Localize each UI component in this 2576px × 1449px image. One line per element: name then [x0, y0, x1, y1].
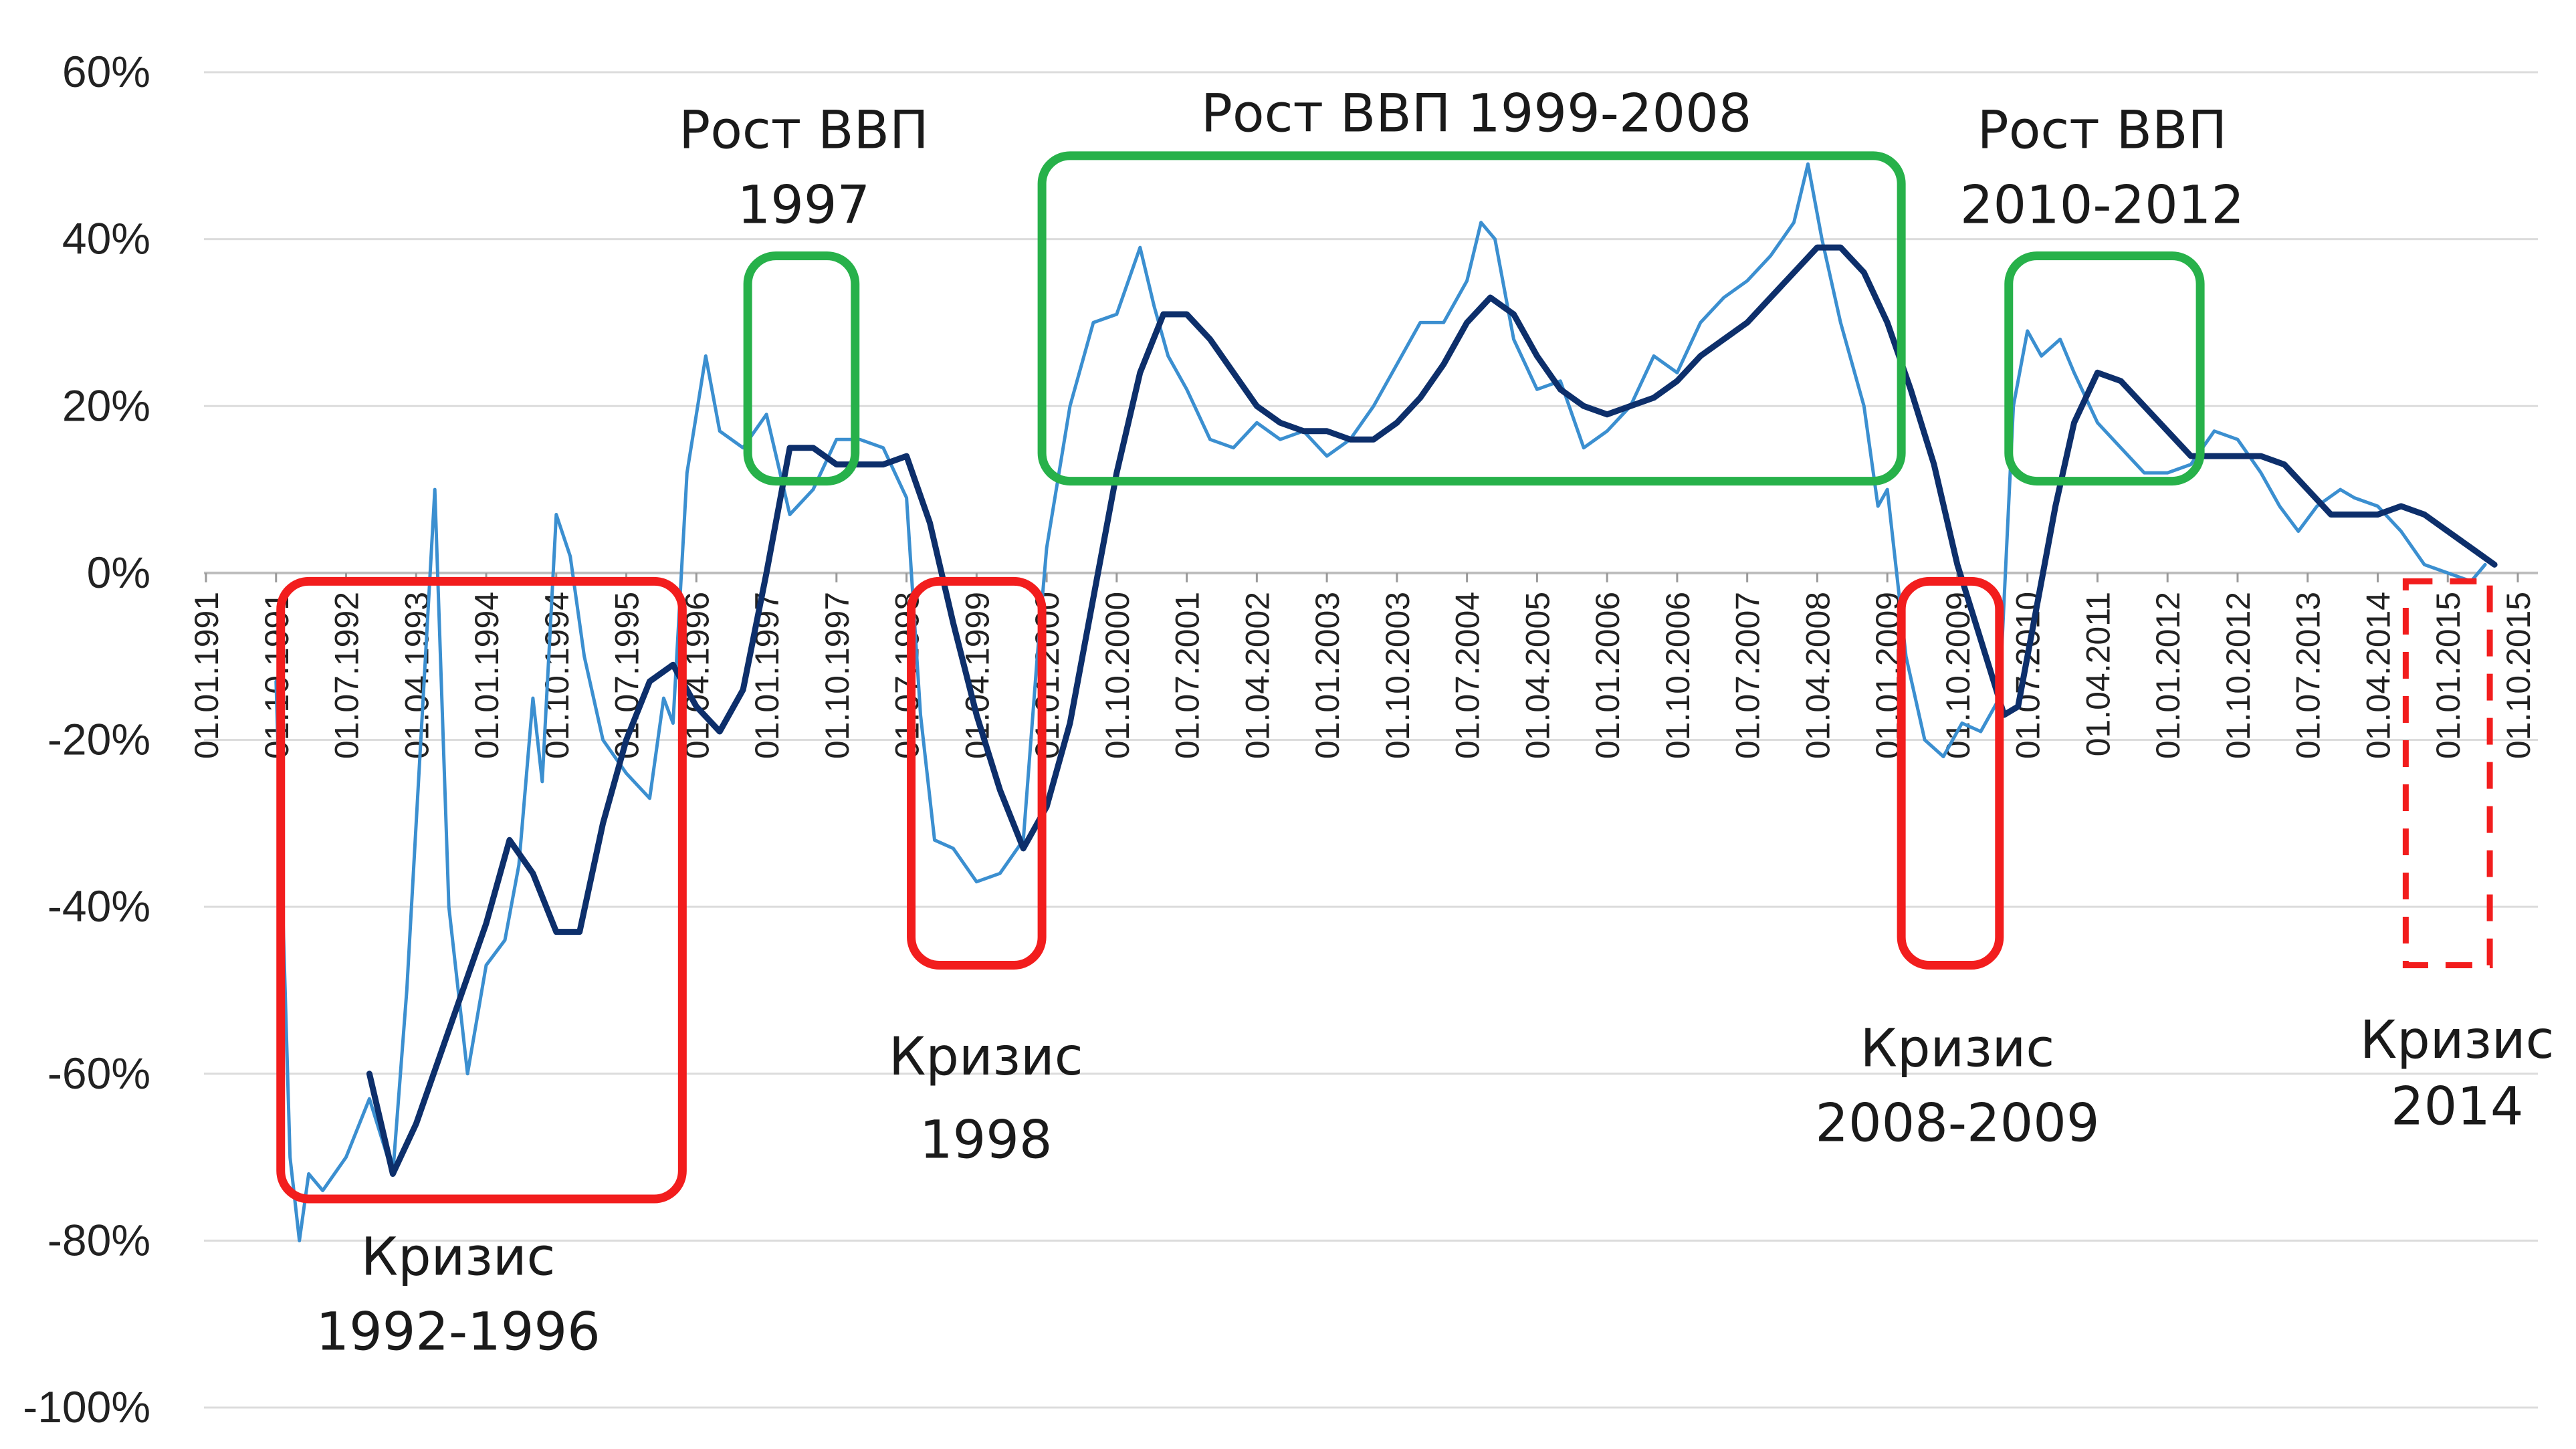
crisis-1992-1996-label: 1992-1996	[316, 1303, 601, 1363]
y-tick-label: 20%	[62, 380, 150, 430]
x-tick-label: 01.01.2012	[2149, 592, 2187, 759]
crisis-2014-box	[2402, 578, 2493, 968]
x-tick-label: 01.01.2006	[1589, 592, 1626, 759]
x-tick-label: 01.01.1997	[748, 592, 786, 759]
x-tick-label: 01.10.2012	[2220, 592, 2257, 759]
growth-1997-box	[743, 251, 860, 486]
x-tick-label: 01.04.2008	[1799, 592, 1836, 759]
y-tick-label: 0%	[87, 548, 150, 597]
crisis-2008-2009-label: Кризис	[1860, 1018, 2055, 1079]
growth-1999-2008-box	[1037, 151, 1906, 486]
growth-1997-label: Рост ВВП	[679, 100, 929, 160]
x-tick-label: 01.04.2014	[2359, 592, 2397, 759]
y-tick-label: -40%	[47, 881, 150, 931]
y-axis: 60% 40% 20% 0% -20% -40% -60% -80% -100%	[23, 47, 150, 1432]
growth-2010-2012-box	[2004, 251, 2205, 486]
x-tick-label: 01.10.2015	[2500, 592, 2537, 759]
x-tick-label: 01.07.2004	[1449, 592, 1487, 759]
crisis-1992-1996-box	[276, 576, 687, 1204]
y-tick-label: -100%	[23, 1382, 150, 1432]
crisis-1998-label: Кризис	[889, 1027, 1083, 1087]
x-tick-label: 01.07.1992	[328, 592, 366, 759]
x-tick-label: 01.07.2010	[2010, 592, 2047, 759]
growth-2010-2012-label: Рост ВВП	[1977, 100, 2228, 160]
crisis-1998-label: 1998	[920, 1111, 1053, 1171]
x-tick-label: 01.10.2006	[1659, 592, 1697, 759]
x-tick-label: 01.07.2001	[1169, 592, 1206, 759]
x-tick-label: 01.07.2013	[2290, 592, 2327, 759]
crisis-2008-2009-label: 2008-2009	[1815, 1094, 2099, 1154]
x-axis: 01.01.1991 01.10.1991 01.07.1992 01.04.1993…	[188, 572, 2537, 759]
y-tick-label: -60%	[47, 1048, 150, 1098]
series-line-dark	[366, 244, 2498, 1177]
x-tick-label: 01.04.2011	[2079, 592, 2117, 757]
crisis-2014-label: 2014	[2391, 1077, 2524, 1137]
x-tick-label: 01.10.2000	[1099, 592, 1136, 759]
growth-2010-2012-label: 2010-2012	[1960, 176, 2244, 236]
growth-1997-label: 1997	[738, 176, 871, 236]
x-tick-label: 01.10.2003	[1379, 592, 1416, 759]
x-tick-label: 01.04.1993	[398, 592, 435, 759]
y-tick-label: 60%	[62, 47, 150, 96]
x-tick-label: 01.01.2003	[1309, 592, 1346, 759]
annotation-layer: Кризис 1992-1996 Рост ВВП 1997 Кризис 1998 Рос…	[276, 84, 2555, 1363]
growth-1999-2008-label: Рост ВВП 1999-2008	[1201, 84, 1752, 144]
crisis-1998-box	[907, 576, 1047, 970]
x-tick-label: 01.10.1997	[819, 592, 856, 759]
y-tick-label: -20%	[47, 715, 150, 764]
x-tick-label: 01.04.2002	[1239, 592, 1276, 759]
x-tick-label: 01.04.2005	[1519, 592, 1556, 759]
grid-layer	[204, 71, 2538, 1409]
x-tick-label: 01.07.2007	[1729, 592, 1767, 759]
crisis-2008-2009-box	[1897, 576, 2004, 970]
y-tick-label: 40%	[62, 214, 150, 263]
series-layer	[274, 162, 2498, 1242]
series-line-light	[274, 162, 2487, 1242]
x-tick-label: 01.01.1991	[188, 592, 225, 759]
y-tick-label: -80%	[47, 1215, 150, 1264]
x-tick-label: 01.01.2015	[2430, 592, 2467, 759]
crisis-1992-1996-label: Кризис	[361, 1227, 556, 1287]
x-tick-label: 01.01.1994	[468, 592, 506, 759]
crisis-2014-label: Кризис	[2360, 1010, 2555, 1071]
